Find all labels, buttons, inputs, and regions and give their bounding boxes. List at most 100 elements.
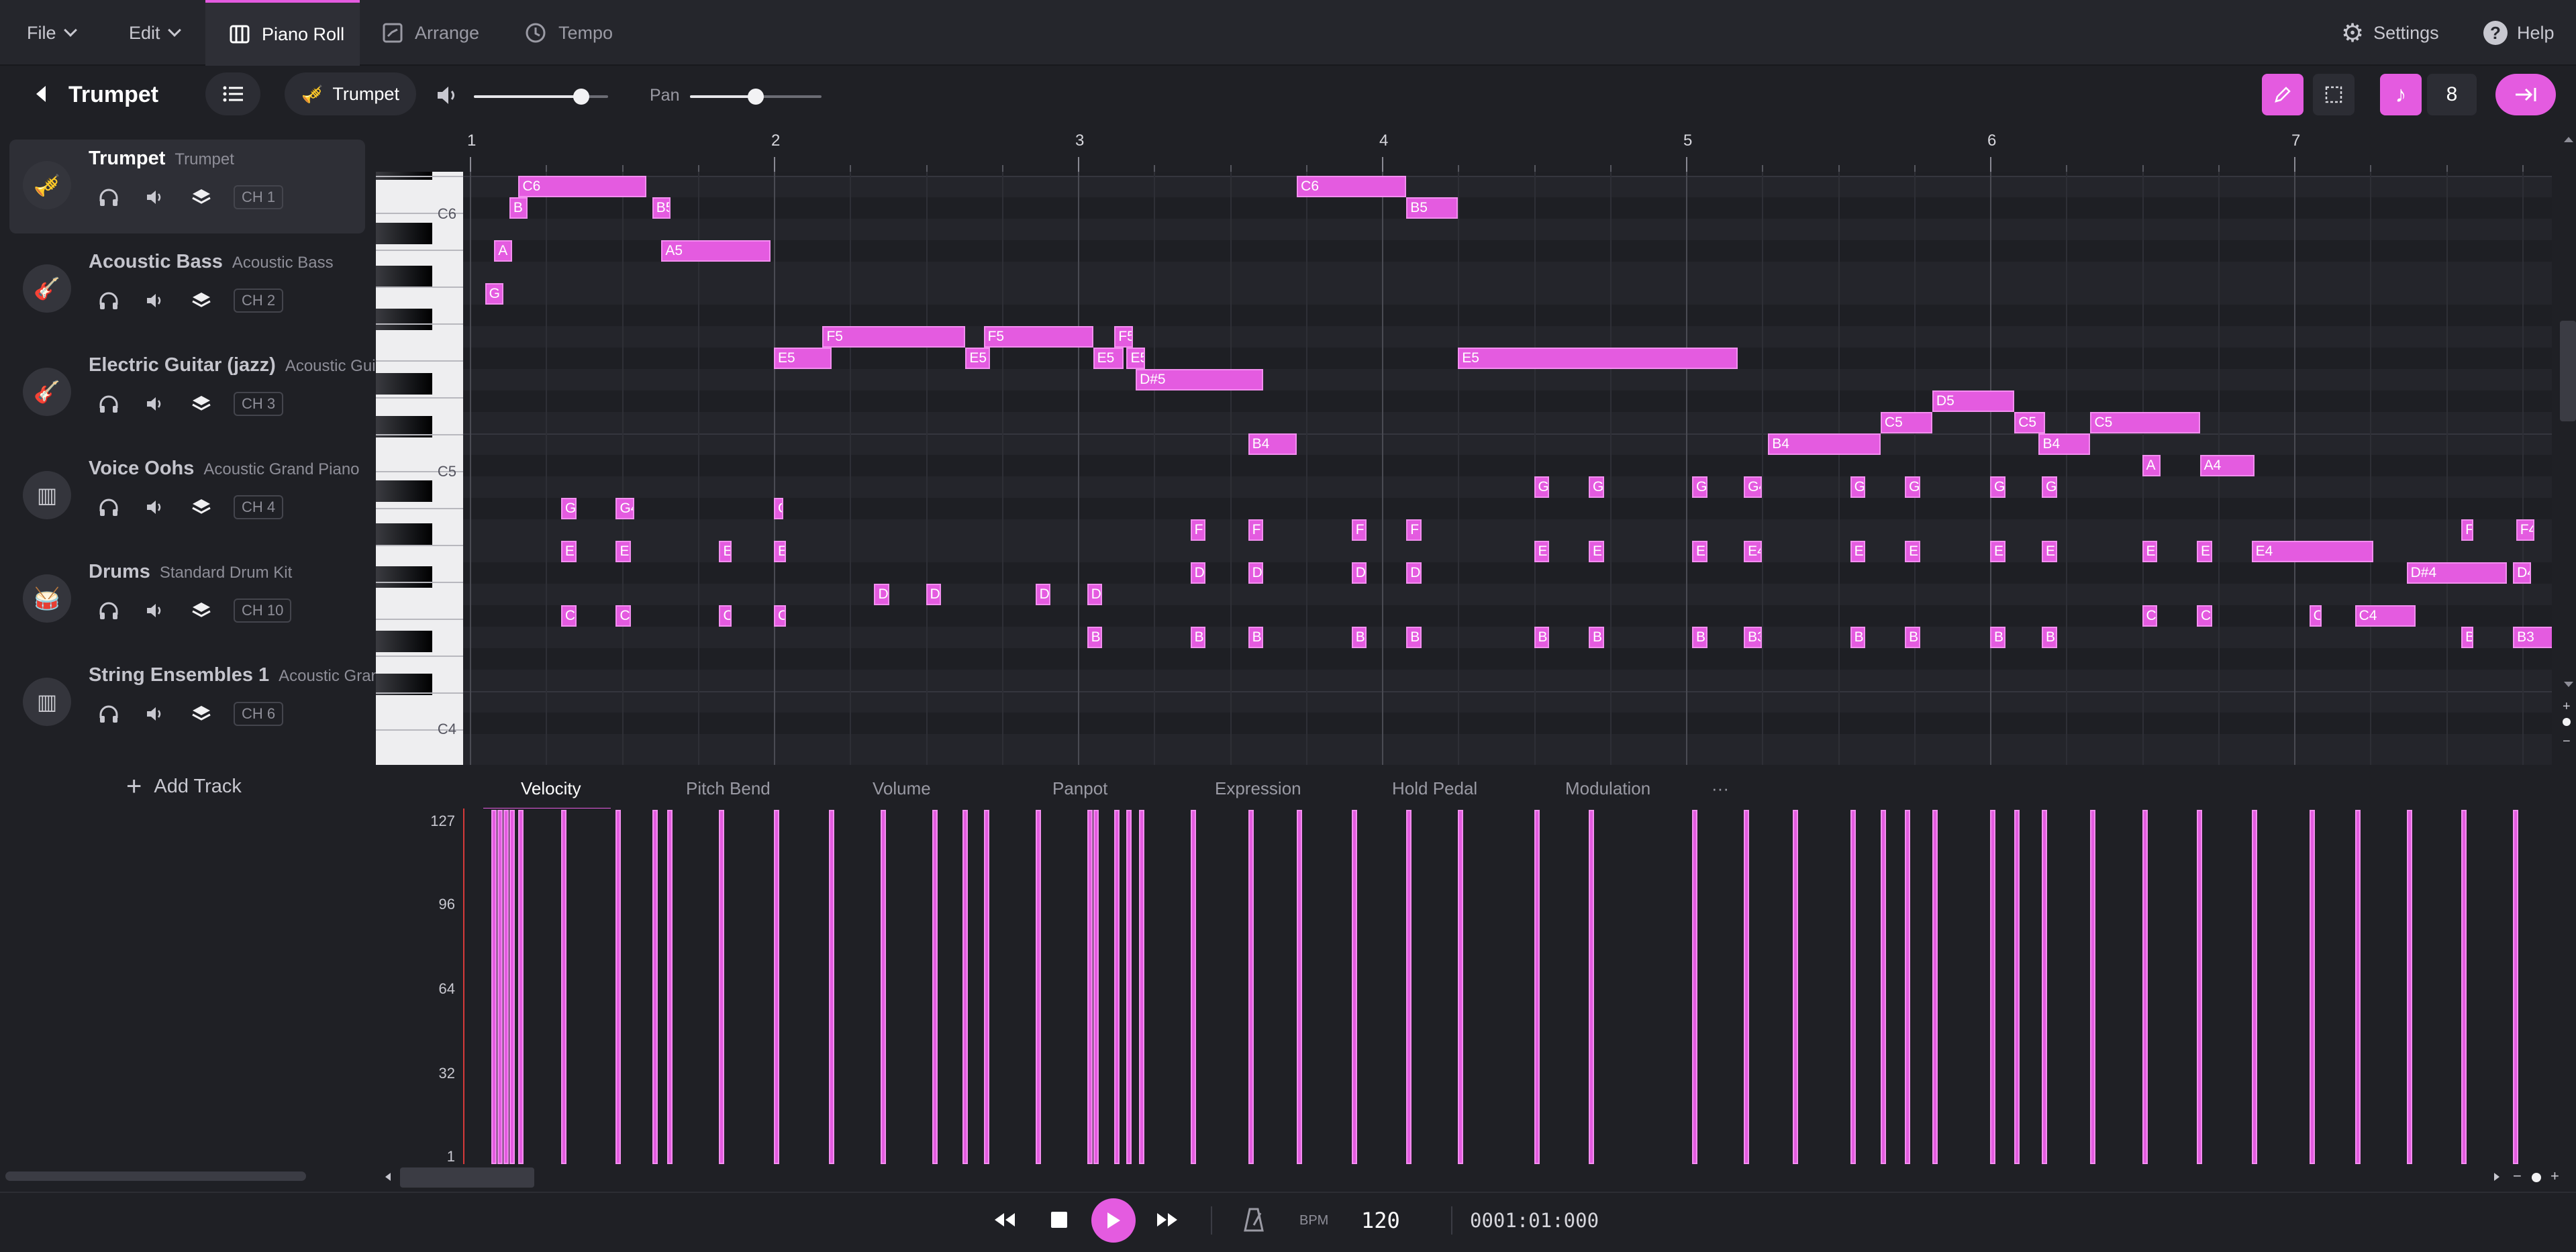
midi-note[interactable]: D#4	[2406, 562, 2508, 584]
midi-note[interactable]: G	[1692, 476, 1707, 498]
midi-note[interactable]: F5	[983, 326, 1093, 348]
velocity-bar[interactable]	[983, 810, 989, 1164]
quantize-button[interactable]: ♪	[2380, 74, 2422, 115]
midi-note[interactable]: G	[1589, 476, 1604, 498]
midi-note[interactable]: E5	[1093, 348, 1124, 369]
velocity-bar[interactable]	[518, 810, 524, 1164]
midi-note[interactable]: A4	[2199, 455, 2255, 476]
lane-tab[interactable]: Hold Pedal	[1392, 778, 1478, 798]
midi-note[interactable]: C5	[2014, 412, 2045, 433]
mute-speaker-icon[interactable]	[144, 392, 168, 416]
velocity-bar[interactable]	[1190, 810, 1196, 1164]
midi-note[interactable]: G	[560, 498, 577, 519]
velocity-bar[interactable]	[2461, 810, 2467, 1164]
midi-note[interactable]: D#5	[1136, 369, 1264, 390]
solo-headphones-icon[interactable]	[97, 289, 121, 313]
quantize-value[interactable]: 8	[2427, 74, 2477, 115]
midi-note[interactable]: B	[1589, 627, 1604, 648]
midi-note[interactable]: F5	[1114, 326, 1133, 348]
velocity-bar[interactable]	[719, 810, 725, 1164]
black-key[interactable]	[376, 309, 432, 330]
velocity-bar[interactable]	[1534, 810, 1540, 1164]
velocity-bar[interactable]	[1905, 810, 1911, 1164]
track-item[interactable]: 🎸 Electric Guitar (jazz) Acoustic Gui CH 3	[9, 346, 376, 440]
velocity-bar[interactable]	[1990, 810, 1995, 1164]
velocity-bar[interactable]	[2406, 810, 2412, 1164]
velocity-bar[interactable]	[1406, 810, 1412, 1164]
black-key[interactable]	[376, 523, 432, 545]
velocity-bar[interactable]	[652, 810, 658, 1164]
midi-note[interactable]: B	[2461, 627, 2474, 648]
layers-icon[interactable]	[189, 392, 213, 416]
pan-slider-knob[interactable]	[748, 89, 764, 105]
horizontal-scroll-thumb[interactable]	[400, 1167, 534, 1188]
velocity-bar[interactable]	[2309, 810, 2315, 1164]
midi-note[interactable]: D5	[1932, 390, 2015, 412]
midi-note[interactable]: F	[1248, 519, 1264, 541]
zoom-knob[interactable]	[2563, 718, 2571, 726]
fast-forward-button[interactable]	[1156, 1212, 1179, 1231]
velocity-bar[interactable]	[1093, 810, 1099, 1164]
scroll-left-icon[interactable]	[385, 1173, 391, 1181]
midi-note[interactable]: C6	[518, 176, 646, 197]
midi-note[interactable]: G	[2042, 476, 2057, 498]
midi-note[interactable]: E	[615, 541, 632, 562]
velocity-bar[interactable]	[1850, 810, 1856, 1164]
midi-note[interactable]: C4	[2355, 605, 2416, 627]
midi-note[interactable]: C6	[1297, 176, 1407, 197]
midi-note[interactable]: B	[1406, 627, 1422, 648]
velocity-bar[interactable]	[2251, 810, 2257, 1164]
velocity-bar[interactable]	[509, 810, 515, 1164]
midi-note[interactable]: F	[1406, 519, 1422, 541]
midi-note[interactable]: G4	[615, 498, 634, 519]
velocity-bar[interactable]	[1126, 810, 1132, 1164]
instrument-selector[interactable]: 🎺 Trumpet	[285, 72, 416, 115]
track-item[interactable]: ▥ String Ensembles 1 Acoustic Gran CH 6	[9, 656, 380, 750]
midi-note[interactable]: B	[1351, 627, 1367, 648]
midi-note[interactable]: B	[1905, 627, 1920, 648]
black-key[interactable]	[376, 674, 432, 695]
layers-icon[interactable]	[189, 702, 213, 726]
more-lanes-button[interactable]: ···	[1712, 778, 1729, 798]
solo-headphones-icon[interactable]	[97, 495, 121, 519]
pencil-tool-button[interactable]	[2262, 74, 2303, 115]
velocity-bar[interactable]	[932, 810, 938, 1164]
vertical-scroll-thumb[interactable]	[2560, 321, 2576, 421]
velocity-bar[interactable]	[1589, 810, 1595, 1164]
mute-speaker-icon[interactable]	[144, 598, 168, 623]
midi-note[interactable]: E5	[965, 348, 990, 369]
lane-tab[interactable]: Volume	[873, 778, 931, 798]
bpm-value[interactable]: 120	[1361, 1208, 1400, 1233]
velocity-bar[interactable]	[2042, 810, 2047, 1164]
midi-note[interactable]: D4	[2513, 562, 2532, 584]
rewind-button[interactable]	[993, 1212, 1016, 1231]
velocity-bar[interactable]	[2355, 810, 2361, 1164]
black-key[interactable]	[376, 223, 432, 244]
black-key[interactable]	[376, 480, 432, 502]
velocity-bar[interactable]	[1248, 810, 1254, 1164]
midi-note[interactable]: E	[2042, 541, 2057, 562]
midi-note[interactable]: C5	[1880, 412, 1932, 433]
file-menu[interactable]: File	[27, 0, 77, 66]
velocity-bar[interactable]	[1880, 810, 1886, 1164]
solo-headphones-icon[interactable]	[97, 185, 121, 209]
velocity-bar[interactable]	[1114, 810, 1120, 1164]
midi-note[interactable]: E5	[774, 348, 832, 369]
volume-slider-knob[interactable]	[573, 89, 589, 105]
layers-icon[interactable]	[189, 185, 213, 209]
midi-note[interactable]: A	[2142, 455, 2161, 476]
h-zoom-in-icon[interactable]: +	[2550, 1167, 2559, 1184]
midi-note[interactable]: E	[719, 541, 732, 562]
midi-note[interactable]: E	[1534, 541, 1550, 562]
midi-note[interactable]: C5	[2090, 412, 2200, 433]
mute-speaker-icon[interactable]	[144, 185, 168, 209]
track-item[interactable]: 🎸 Acoustic Bass Acoustic Bass CH 2	[9, 243, 365, 337]
midi-note[interactable]: G	[1850, 476, 1866, 498]
play-button[interactable]	[1091, 1198, 1136, 1243]
layers-icon[interactable]	[189, 598, 213, 623]
midi-note[interactable]: E	[1905, 541, 1920, 562]
timeline-ruler[interactable]: 1 2 3 4 5 6 7	[463, 127, 2563, 172]
scroll-up-icon[interactable]	[2564, 137, 2573, 142]
midi-note[interactable]: B	[1190, 627, 1206, 648]
midi-note[interactable]: C	[560, 605, 577, 627]
